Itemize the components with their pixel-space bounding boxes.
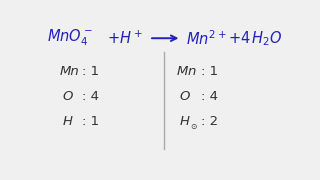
Text: O: O (62, 90, 73, 103)
Text: $Mn$: $Mn$ (176, 65, 197, 78)
Text: $MnO_4^-$: $MnO_4^-$ (47, 28, 93, 48)
Text: $+ H^+$: $+ H^+$ (107, 30, 143, 47)
Text: $H$: $H$ (179, 115, 190, 128)
Text: : 4: : 4 (82, 90, 99, 103)
Text: : 4: : 4 (201, 90, 218, 103)
Text: $O$: $O$ (179, 90, 191, 103)
Text: $+4\,H_2O$: $+4\,H_2O$ (228, 29, 283, 48)
Text: ⊙: ⊙ (190, 122, 196, 131)
Text: $Mn^{2+}$: $Mn^{2+}$ (186, 29, 227, 48)
Text: Mn: Mn (60, 65, 80, 78)
Text: : 1: : 1 (82, 65, 99, 78)
Text: : 2: : 2 (201, 115, 218, 128)
Text: : 1: : 1 (201, 65, 218, 78)
Text: : 1: : 1 (82, 115, 99, 128)
Text: H: H (62, 115, 72, 128)
